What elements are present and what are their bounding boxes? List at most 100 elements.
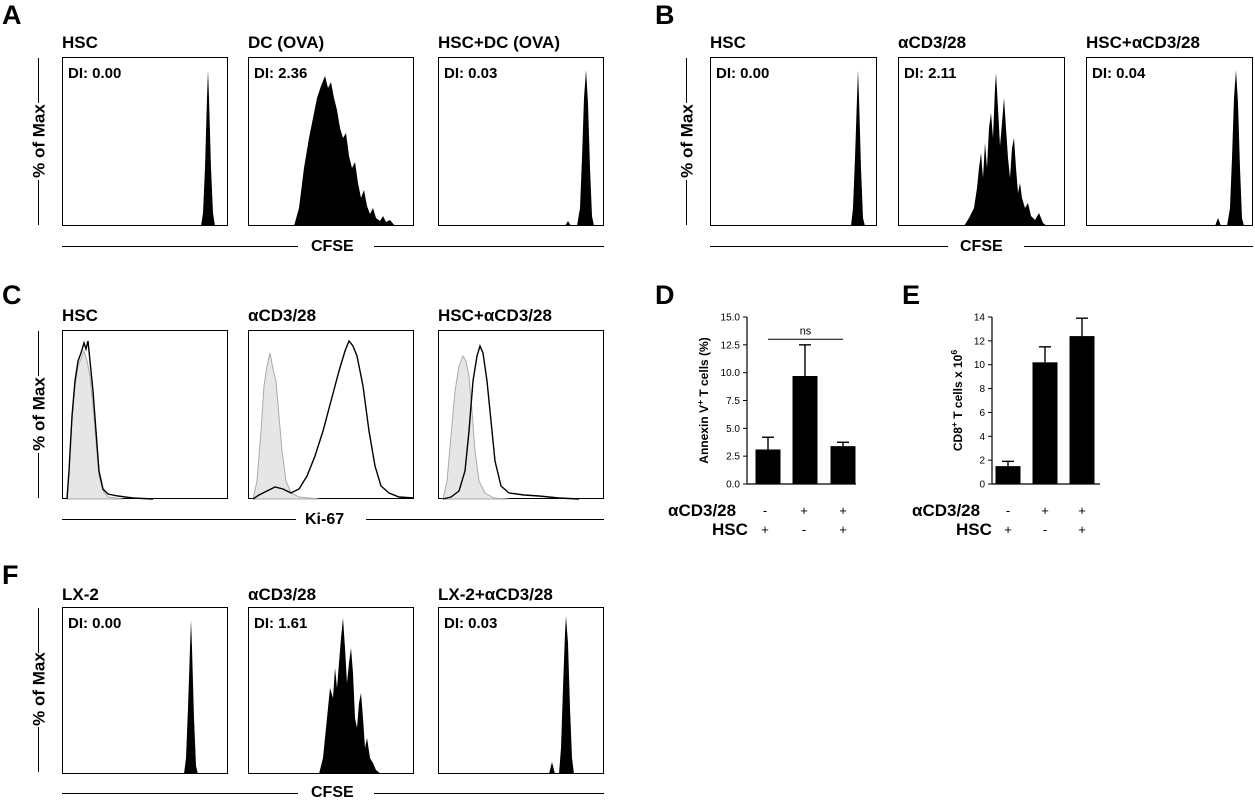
- y-axis-line-top: [38, 608, 40, 653]
- histogram-overlay-acd3-28: [248, 330, 415, 500]
- y-tick-label: 0.0: [726, 480, 740, 491]
- division-index: DI: 0.00: [716, 65, 770, 82]
- y-axis-label: % of Max: [29, 104, 49, 178]
- division-index: DI: 0.03: [444, 615, 498, 632]
- panel-letter-e: E: [902, 280, 921, 310]
- division-index: DI: 0.00: [68, 615, 122, 632]
- histogram-acd3-28: DI: 1.61: [248, 607, 414, 774]
- division-index: DI: 2.11: [904, 65, 957, 82]
- x-axis-label: CFSE: [311, 784, 354, 801]
- histogram-trace: [66, 340, 154, 500]
- plot-title: DC (OVA): [248, 33, 325, 52]
- panel-letter-a: A: [2, 0, 22, 30]
- condition-label-acd3-28: αCD3/28: [668, 501, 737, 520]
- histogram-lx-2: DI: 0.00: [62, 607, 228, 774]
- x-axis-line-left: [710, 246, 948, 248]
- division-index: DI: 0.03: [444, 65, 498, 82]
- y-axis-label: % of Max: [29, 652, 49, 726]
- sign-hsc-1: +: [761, 522, 769, 537]
- x-axis-line-right: [374, 793, 604, 795]
- histogram-acd3-28: DI: 2.11: [898, 57, 1065, 226]
- histogram-trace: [549, 616, 574, 774]
- plot-title: HSC: [710, 33, 746, 52]
- histogram-overlay-hsc: [62, 330, 228, 500]
- y-axis-line-top: [686, 58, 688, 103]
- histogram-hsc: DI: 0.00: [62, 57, 228, 226]
- histogram-trace: [319, 618, 381, 774]
- histogram-lx-2-acd3-28: DI: 0.03: [438, 607, 604, 774]
- y-axis-line-bottom: [686, 180, 688, 225]
- histogram-trace: [294, 76, 395, 226]
- significance-label: ns: [800, 325, 812, 337]
- y-axis-line-bottom: [38, 180, 40, 225]
- histogram-trace: [252, 339, 415, 500]
- sign-acd-2: +: [800, 503, 808, 518]
- y-tick-label: 12.5: [721, 340, 741, 351]
- bar: [755, 449, 781, 484]
- y-axis-line-top: [38, 331, 40, 376]
- sign-hsc-2: -: [801, 522, 807, 537]
- histogram-trace: [184, 620, 198, 774]
- condition-label-acd3-28: αCD3/28: [912, 501, 981, 520]
- y-axis-line-bottom: [38, 453, 40, 498]
- sign-hsc-2: -: [1042, 522, 1048, 537]
- plot-title: αCD3/28: [248, 585, 317, 604]
- x-axis-line-right: [1024, 246, 1253, 248]
- x-axis-label: Ki-67: [305, 511, 345, 528]
- panel-letter-c: C: [2, 280, 22, 310]
- division-index: DI: 1.61: [254, 615, 308, 632]
- histogram-trace: [851, 70, 865, 226]
- plot-title: HSC+αCD3/28: [1086, 33, 1200, 52]
- sign-acd-3: +: [839, 503, 847, 518]
- x-axis-line-left: [62, 246, 298, 248]
- y-tick-label: 0: [979, 480, 985, 491]
- x-axis-line-left: [62, 793, 298, 795]
- y-axis-label: % of Max: [29, 377, 49, 451]
- y-tick-label: 2: [979, 456, 985, 467]
- x-axis-line-left: [62, 519, 296, 521]
- panel-letter-d: D: [655, 280, 675, 310]
- sign-hsc-3: +: [1078, 522, 1086, 537]
- sign-acd-3: +: [1078, 503, 1086, 518]
- bar: [830, 446, 856, 484]
- histogram-dc-ova: DI: 2.36: [248, 57, 414, 226]
- x-axis-label: CFSE: [311, 238, 354, 255]
- y-tick-label: 6: [979, 408, 985, 419]
- plot-title: αCD3/28: [248, 306, 317, 325]
- sign-acd-1: -: [1005, 503, 1011, 518]
- plot-title: LX-2+αCD3/28: [438, 585, 553, 604]
- sign-hsc-3: +: [839, 522, 847, 537]
- histogram-overlay-hsc-acd3-28: [438, 330, 604, 500]
- y-tick-label: 14: [974, 313, 986, 324]
- division-index: DI: 0.00: [68, 65, 122, 82]
- y-tick-label: 2.5: [726, 452, 740, 463]
- y-tick-label: 10.0: [721, 368, 741, 379]
- histogram-trace: [964, 73, 1047, 226]
- histogram-trace: [442, 343, 580, 500]
- histogram-trace: [565, 70, 594, 226]
- panel-letter-b: B: [655, 0, 675, 30]
- bar: [1069, 336, 1095, 484]
- y-axis-line-top: [38, 58, 40, 103]
- sign-acd-2: +: [1041, 503, 1049, 518]
- histogram-trace: [201, 70, 215, 226]
- plot-title: HSC: [62, 306, 98, 325]
- histogram-hsc: DI: 0.00: [710, 57, 877, 226]
- y-axis-label: CD8+ T cells x 106: [949, 350, 965, 451]
- plot-title: LX-2: [62, 585, 99, 604]
- bar-chart-d: 0.0 2.5 5.0 7.5 10.0 12.5 15.0 Annexin V+ T cel…: [695, 313, 856, 491]
- y-tick-label: 4: [979, 432, 985, 443]
- bar: [792, 376, 818, 484]
- y-tick-label: 10: [974, 360, 986, 371]
- plot-title: αCD3/28: [898, 33, 967, 52]
- y-tick-label: 8: [979, 384, 985, 395]
- bar-chart-e: 0 2 4 6 8 10 12 14 CD8+ T cells x 106: [949, 313, 1100, 491]
- condition-label-hsc: HSC: [712, 520, 748, 539]
- y-tick-label: 7.5: [726, 396, 740, 407]
- histogram-trace: [1215, 70, 1244, 226]
- bar: [1032, 362, 1058, 484]
- y-axis-line-bottom: [38, 727, 40, 772]
- bar: [995, 466, 1021, 484]
- plot-title: HSC+αCD3/28: [438, 306, 552, 325]
- condition-label-hsc: HSC: [956, 520, 992, 539]
